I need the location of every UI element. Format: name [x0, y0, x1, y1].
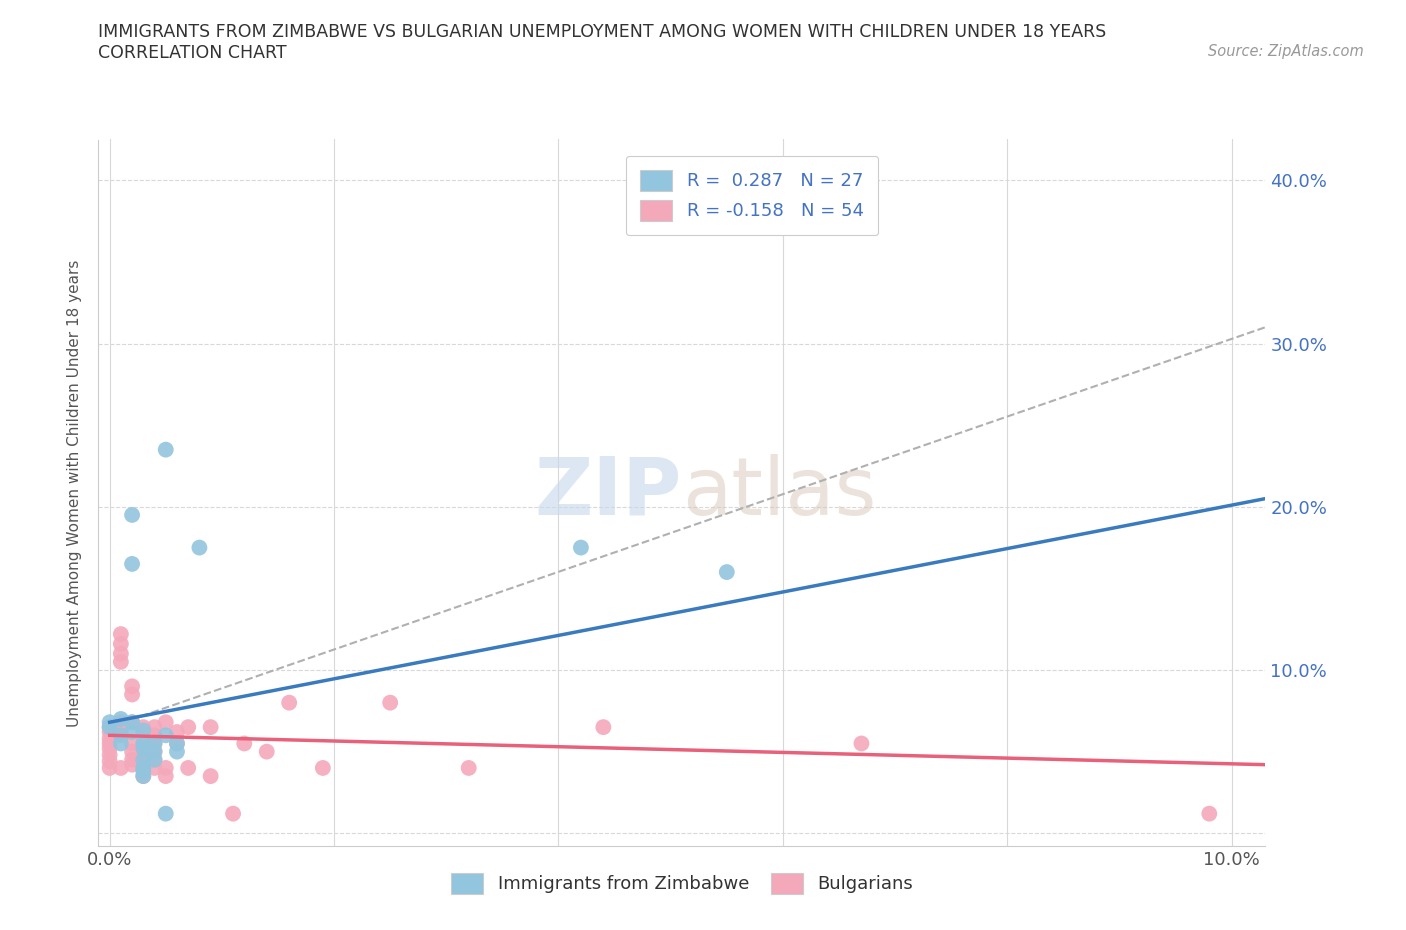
Point — [166, 736, 188, 751]
Point — [851, 736, 873, 751]
Point — [98, 731, 121, 746]
Point — [132, 736, 155, 751]
Point — [569, 540, 592, 555]
Point — [121, 752, 143, 767]
Point — [98, 724, 121, 739]
Point — [155, 769, 177, 784]
Y-axis label: Unemployment Among Women with Children Under 18 years: Unemployment Among Women with Children U… — [67, 259, 83, 726]
Point — [177, 761, 200, 776]
Text: ZIP: ZIP — [534, 454, 682, 532]
Point — [177, 720, 200, 735]
Point — [256, 744, 278, 759]
Point — [110, 724, 132, 739]
Point — [98, 736, 121, 751]
Point — [200, 720, 222, 735]
Point — [98, 715, 121, 730]
Point — [98, 720, 121, 735]
Point — [143, 744, 166, 759]
Point — [132, 720, 155, 735]
Point — [200, 769, 222, 784]
Point — [121, 744, 143, 759]
Point — [132, 764, 155, 778]
Point — [378, 696, 402, 711]
Point — [121, 679, 143, 694]
Point — [132, 769, 155, 784]
Point — [716, 565, 738, 579]
Point — [155, 442, 177, 457]
Point — [312, 761, 335, 776]
Point — [1198, 806, 1220, 821]
Point — [155, 715, 177, 730]
Point — [121, 508, 143, 523]
Legend: Immigrants from Zimbabwe, Bulgarians: Immigrants from Zimbabwe, Bulgarians — [443, 866, 921, 901]
Point — [110, 636, 132, 651]
Point — [166, 736, 188, 751]
Point — [121, 757, 143, 772]
Point — [98, 741, 121, 756]
Point — [110, 715, 132, 730]
Point — [132, 752, 155, 767]
Point — [110, 655, 132, 670]
Point — [143, 761, 166, 776]
Point — [592, 720, 614, 735]
Point — [143, 720, 166, 735]
Point — [132, 744, 155, 759]
Point — [233, 736, 256, 751]
Text: CORRELATION CHART: CORRELATION CHART — [98, 44, 287, 61]
Point — [188, 540, 211, 555]
Point — [98, 748, 121, 763]
Point — [98, 761, 121, 776]
Point — [132, 736, 155, 751]
Text: Source: ZipAtlas.com: Source: ZipAtlas.com — [1208, 44, 1364, 59]
Point — [155, 806, 177, 821]
Point — [143, 736, 166, 751]
Point — [98, 754, 121, 769]
Point — [155, 728, 177, 743]
Point — [278, 696, 301, 711]
Point — [110, 736, 132, 751]
Point — [121, 715, 143, 730]
Point — [132, 769, 155, 784]
Point — [110, 627, 132, 642]
Point — [132, 741, 155, 756]
Point — [143, 752, 166, 767]
Point — [110, 720, 132, 735]
Point — [132, 723, 155, 737]
Point — [121, 556, 143, 571]
Point — [132, 752, 155, 767]
Point — [121, 736, 143, 751]
Text: IMMIGRANTS FROM ZIMBABWE VS BULGARIAN UNEMPLOYMENT AMONG WOMEN WITH CHILDREN UND: IMMIGRANTS FROM ZIMBABWE VS BULGARIAN UN… — [98, 23, 1107, 41]
Point — [143, 752, 166, 767]
Point — [132, 761, 155, 776]
Point — [110, 646, 132, 661]
Point — [457, 761, 479, 776]
Point — [110, 761, 132, 776]
Point — [121, 715, 143, 730]
Point — [121, 687, 143, 702]
Point — [110, 711, 132, 726]
Point — [166, 724, 188, 739]
Point — [121, 724, 143, 739]
Point — [222, 806, 245, 821]
Point — [155, 761, 177, 776]
Point — [98, 720, 121, 735]
Point — [110, 728, 132, 743]
Text: atlas: atlas — [682, 454, 876, 532]
Point — [143, 728, 166, 743]
Point — [166, 744, 188, 759]
Point — [143, 744, 166, 759]
Point — [132, 761, 155, 776]
Point — [143, 736, 166, 751]
